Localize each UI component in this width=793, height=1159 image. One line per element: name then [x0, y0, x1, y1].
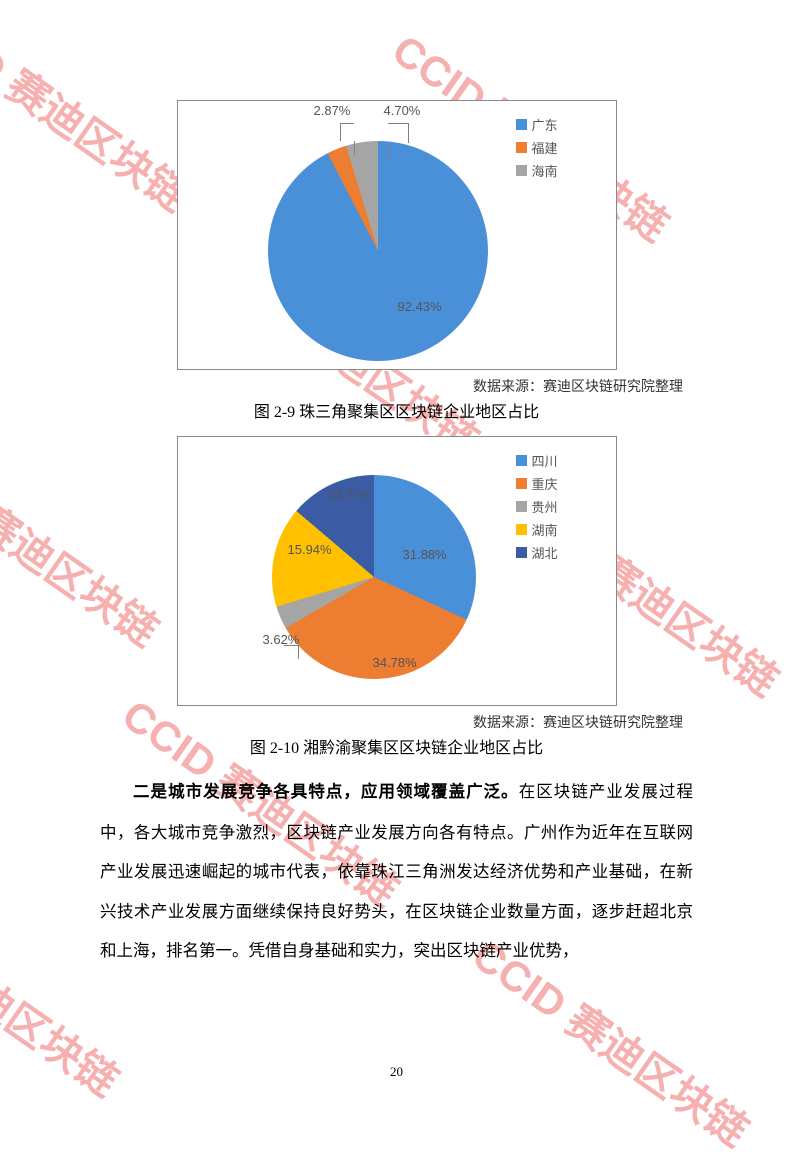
- legend-label: 广东: [532, 115, 558, 134]
- legend-swatch: [516, 501, 527, 512]
- legend-swatch: [516, 165, 527, 176]
- legend-item: 重庆: [516, 474, 558, 493]
- legend-label: 贵州: [532, 497, 558, 516]
- legend-item: 广东: [516, 115, 558, 134]
- legend-swatch: [516, 119, 527, 130]
- pie-chart-2: [272, 475, 476, 679]
- page-number: 20: [0, 1064, 793, 1080]
- chart2-legend: 四川重庆贵州湖南湖北: [516, 451, 558, 566]
- legend-label: 湖北: [532, 543, 558, 562]
- chart-2-10: 31.88%34.78%3.62%15.94%13.77% 四川重庆贵州湖南湖北: [177, 436, 617, 706]
- chart2-source: 数据来源：赛迪区块链研究院整理: [100, 712, 683, 732]
- pie-slice-label: 92.43%: [398, 299, 442, 314]
- legend-swatch: [516, 547, 527, 558]
- legend-item: 四川: [516, 451, 558, 470]
- paragraph-lead: 二是城市发展竞争各具特点，应用领域覆盖广泛。: [133, 783, 519, 801]
- legend-swatch: [516, 478, 527, 489]
- chart1-legend: 广东福建海南: [516, 115, 558, 184]
- pie-slice-label: 2.87%: [314, 103, 351, 118]
- pie-chart-1: [268, 141, 488, 361]
- pie-slice-label: 34.78%: [373, 655, 417, 670]
- legend-item: 海南: [516, 161, 558, 180]
- legend-label: 四川: [532, 451, 558, 470]
- legend-item: 湖南: [516, 520, 558, 539]
- chart2-caption: 图 2-10 湘黔渝聚集区区块链企业地区占比: [100, 734, 693, 758]
- paragraph-rest: 在区块链产业发展过程中，各大城市竞争激烈，区块链产业发展方向各有特点。广州作为近…: [100, 782, 693, 960]
- legend-label: 湖南: [532, 520, 558, 539]
- chart-2-9: 92.43% 2.87% 4.70% 广东福建海南: [177, 100, 617, 370]
- pie-slice-label: 13.77%: [328, 487, 372, 502]
- legend-item: 贵州: [516, 497, 558, 516]
- pie-slice-label: 31.88%: [403, 547, 447, 562]
- legend-label: 重庆: [532, 474, 558, 493]
- legend-item: 福建: [516, 138, 558, 157]
- legend-label: 福建: [532, 138, 558, 157]
- legend-swatch: [516, 142, 527, 153]
- legend-item: 湖北: [516, 543, 558, 562]
- body-paragraph: 二是城市发展竞争各具特点，应用领域覆盖广泛。在区块链产业发展过程中，各大城市竞争…: [100, 772, 693, 971]
- legend-label: 海南: [532, 161, 558, 180]
- legend-swatch: [516, 455, 527, 466]
- pie-slice-label: 15.94%: [288, 542, 332, 557]
- pie-slice-label: 4.70%: [384, 103, 421, 118]
- chart1-source: 数据来源：赛迪区块链研究院整理: [100, 376, 683, 396]
- chart1-caption: 图 2-9 珠三角聚集区区块链企业地区占比: [100, 398, 693, 422]
- legend-swatch: [516, 524, 527, 535]
- page: 92.43%2.87%4.70% 广东福建海南 数据来源：赛迪区块链研究院整理 …: [0, 0, 793, 1122]
